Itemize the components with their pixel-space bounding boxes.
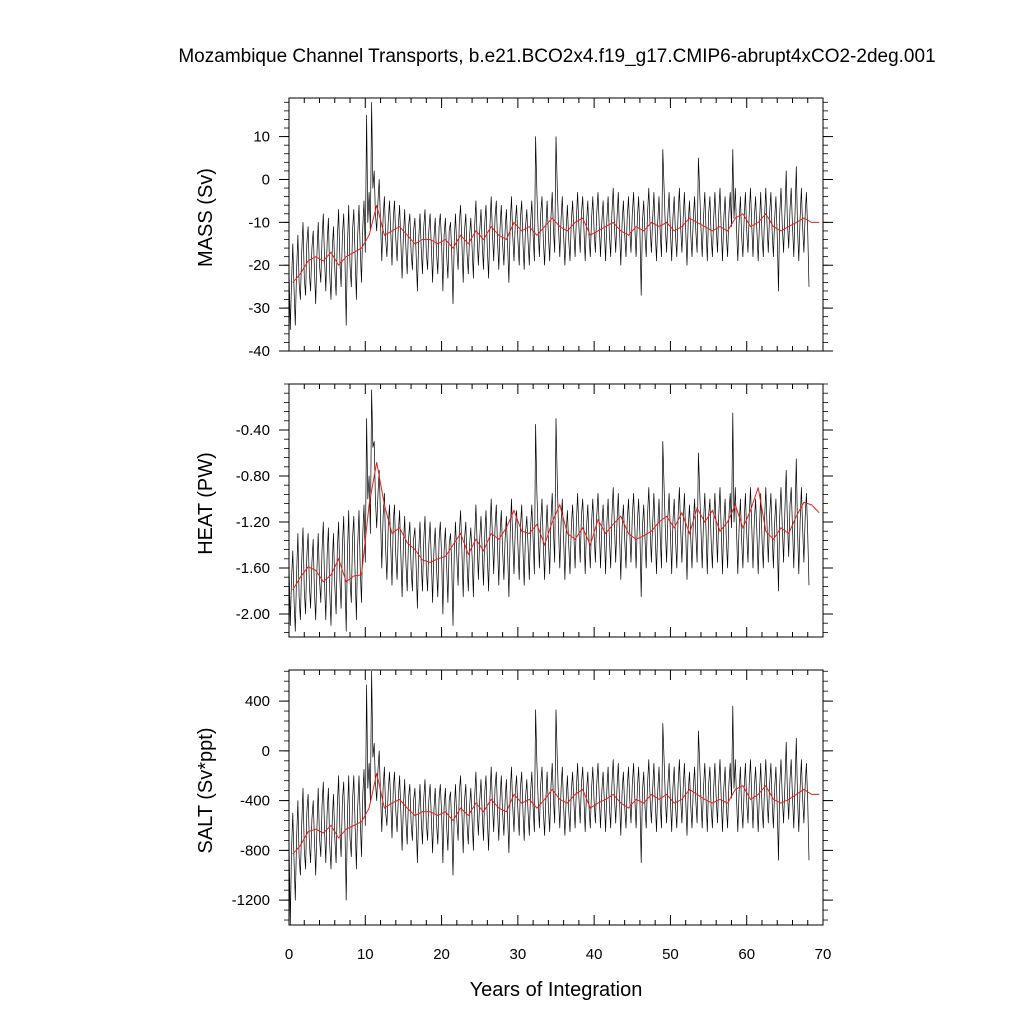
- xlabel: Years of Integration: [470, 979, 643, 1001]
- salt-ytick-label: 400: [245, 693, 270, 710]
- mass-plot-frame: [288, 97, 824, 352]
- mass-ytick-label: -10: [248, 214, 270, 231]
- mass-annual-mean-line: [292, 205, 820, 283]
- mass-ytick-label: 10: [253, 129, 270, 146]
- heat-ytick-label: -0.80: [236, 468, 270, 485]
- salt-ytick-label: -400: [240, 793, 270, 810]
- xtick-label: 10: [357, 946, 374, 963]
- chart-title: Mozambique Channel Transports, b.e21.BCO…: [178, 46, 936, 67]
- salt-monthly-line: [289, 670, 810, 925]
- heat-ytick-label: -2.00: [236, 606, 270, 623]
- mass-ytick-label: -20: [248, 257, 270, 274]
- salt-ytick-label: -1200: [232, 892, 270, 909]
- salt-ylabel: SALT (Sv*ppt): [195, 728, 217, 854]
- heat-plot-frame: [288, 383, 824, 638]
- heat-ytick-label: -1.20: [236, 514, 270, 531]
- mass-monthly-line: [289, 101, 810, 330]
- xtick-label: 20: [433, 946, 450, 963]
- xtick-label: 70: [815, 946, 832, 963]
- heat-monthly-line: [289, 389, 810, 632]
- xtick-label: 40: [586, 946, 603, 963]
- xtick-label: 30: [510, 946, 527, 963]
- mass-ytick-label: -40: [248, 343, 270, 360]
- heat-ylabel: HEAT (PW): [195, 452, 217, 555]
- xtick-label: 60: [738, 946, 755, 963]
- mass-ylabel: MASS (Sv): [195, 168, 217, 267]
- mass-ytick-label: 0: [262, 171, 270, 188]
- heat-annual-mean-line: [292, 462, 820, 591]
- salt-ytick-label: -800: [240, 842, 270, 859]
- heat-ytick-label: -0.40: [236, 422, 270, 439]
- salt-annual-mean-line: [292, 773, 820, 855]
- xtick-label: 0: [285, 946, 293, 963]
- mass-ytick-label: -30: [248, 300, 270, 317]
- salt-plot-frame: [288, 669, 824, 926]
- xtick-label: 50: [662, 946, 679, 963]
- heat-ytick-label: -1.60: [236, 560, 270, 577]
- salt-ytick-label: 0: [262, 743, 270, 760]
